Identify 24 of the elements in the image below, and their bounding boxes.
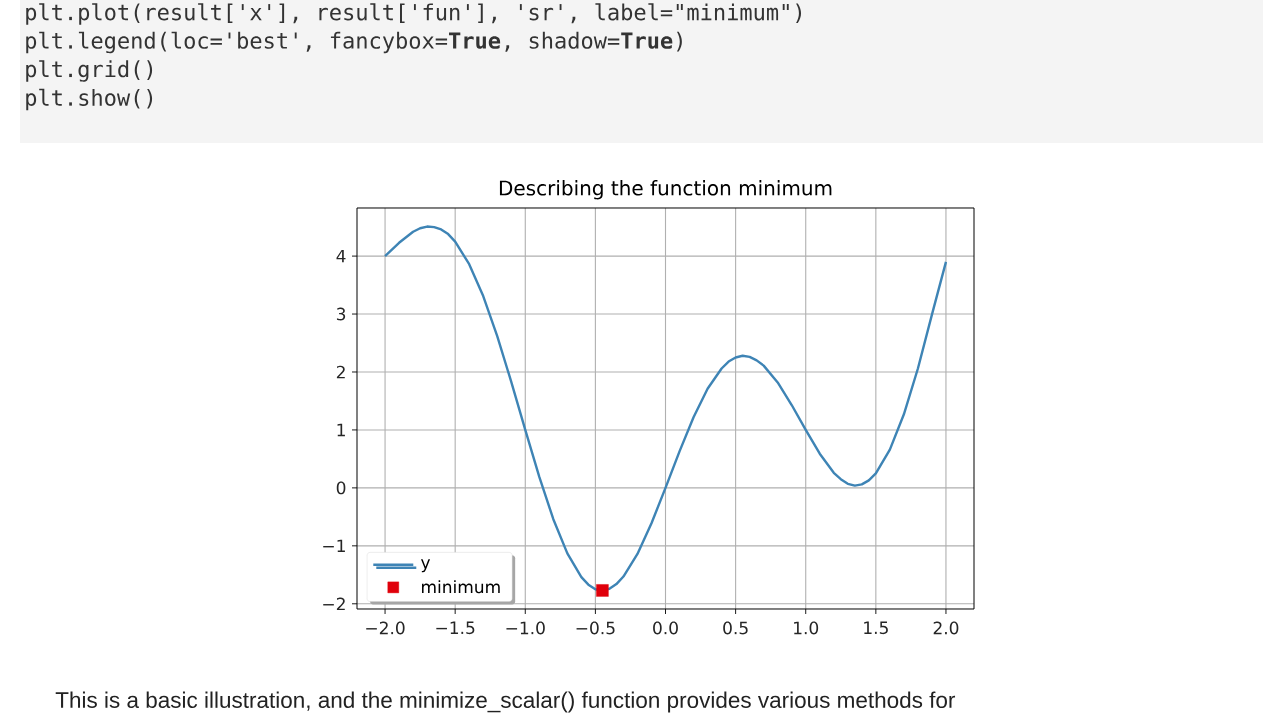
y-tick-label: −1	[323, 539, 345, 553]
y-tick-label: −2	[323, 597, 345, 611]
y-tick-label: 2	[336, 365, 345, 379]
x-tick-label: 1.5	[864, 621, 888, 635]
y-tick-label: 4	[336, 249, 346, 263]
x-tick-label: −2.0	[366, 621, 405, 635]
x-tick-label: 0.5	[723, 621, 748, 635]
text: plt.show()	[26, 88, 153, 111]
x-tick-label: 2.0	[933, 621, 959, 635]
x-tick-label: −0.5	[576, 621, 615, 635]
y-tick-label: 3	[336, 307, 346, 321]
x-tick-label: −1.5	[436, 621, 475, 635]
chart-title: Describing the function minimum	[499, 180, 832, 200]
y-tick-label: 0	[336, 481, 346, 495]
x-tick-label: 1.0	[794, 621, 819, 635]
legend-label: y	[420, 559, 431, 573]
legend-label: minimum	[422, 580, 500, 594]
x-tick-label: 0.0	[653, 621, 678, 635]
text: plt.legend(loc='best', fancybox=True, shadow=True)	[26, 31, 682, 54]
text: plt.grid()	[26, 60, 153, 82]
text: plt.plot(result['x'], result['fun'], 'sr', label="minimum")	[26, 3, 802, 25]
text: This is a basic illustration, and the minimize_scalar() function provides various methods for	[55, 691, 956, 713]
y-tick-label: 1	[337, 423, 345, 437]
x-tick-label: −1.0	[506, 621, 545, 635]
